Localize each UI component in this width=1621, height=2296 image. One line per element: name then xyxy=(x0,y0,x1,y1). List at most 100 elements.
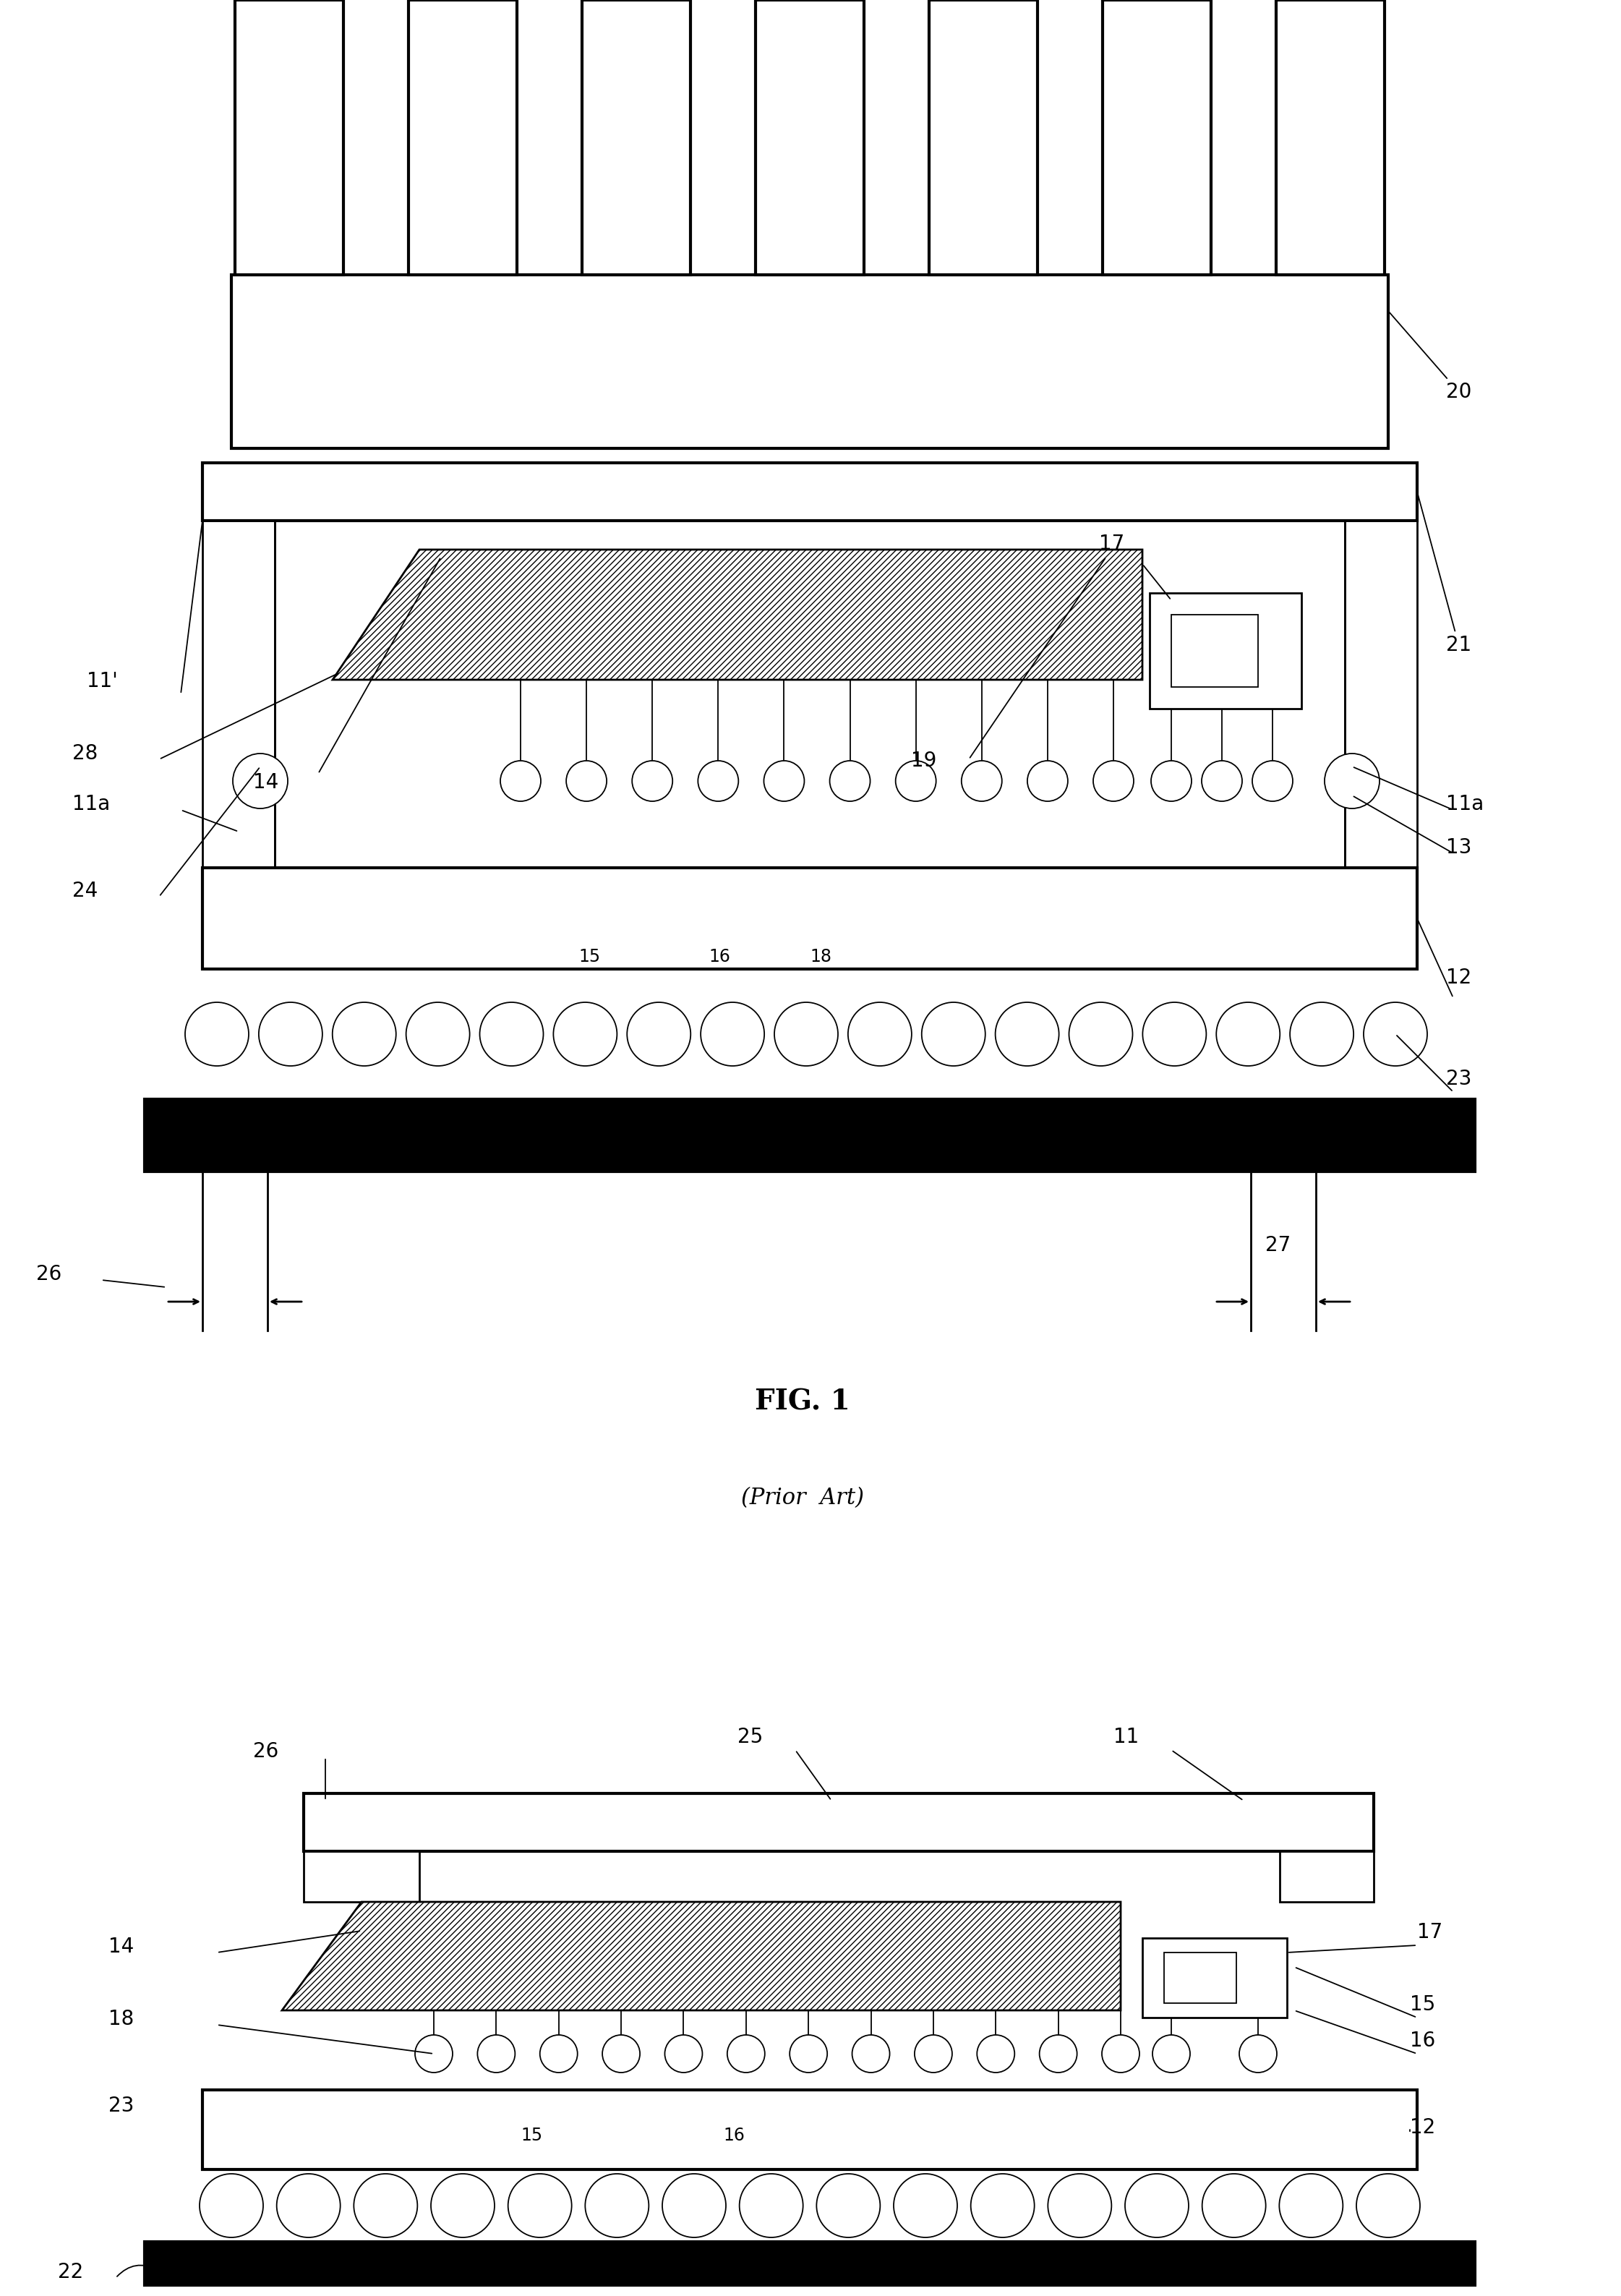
Circle shape xyxy=(431,2174,494,2236)
Polygon shape xyxy=(282,1901,1120,2011)
Text: 12: 12 xyxy=(1446,967,1472,987)
Circle shape xyxy=(699,760,739,801)
Circle shape xyxy=(1203,2174,1266,2236)
Circle shape xyxy=(1028,760,1068,801)
Circle shape xyxy=(415,2034,452,2073)
Text: 17: 17 xyxy=(1099,533,1125,553)
Text: 15: 15 xyxy=(579,948,600,964)
Circle shape xyxy=(775,1003,838,1065)
Circle shape xyxy=(1102,2034,1140,2073)
Bar xyxy=(755,0,864,276)
Circle shape xyxy=(553,1003,618,1065)
Text: 11': 11' xyxy=(88,670,118,691)
Bar xyxy=(144,1100,1475,1171)
Circle shape xyxy=(848,1003,911,1065)
Circle shape xyxy=(789,2034,827,2073)
Circle shape xyxy=(1279,2174,1342,2236)
Circle shape xyxy=(1290,1003,1354,1065)
Circle shape xyxy=(763,760,804,801)
Circle shape xyxy=(501,760,541,801)
Bar xyxy=(1102,0,1211,276)
Circle shape xyxy=(830,760,870,801)
Text: 26: 26 xyxy=(36,1265,62,1283)
Text: 25: 25 xyxy=(738,1727,763,1747)
Bar xyxy=(1164,1952,1237,2002)
Circle shape xyxy=(961,760,1002,801)
Circle shape xyxy=(233,753,289,808)
Text: (Prior  Art): (Prior Art) xyxy=(741,1488,864,1508)
Circle shape xyxy=(603,2034,640,2073)
Circle shape xyxy=(1068,1003,1133,1065)
Circle shape xyxy=(627,1003,691,1065)
Text: 18: 18 xyxy=(810,948,832,964)
Circle shape xyxy=(663,2174,726,2236)
Circle shape xyxy=(1363,1003,1426,1065)
Text: 26: 26 xyxy=(253,1740,279,1761)
Bar xyxy=(303,1851,420,1901)
Bar xyxy=(1143,1938,1287,2018)
Circle shape xyxy=(540,2034,577,2073)
Bar xyxy=(203,521,274,868)
Circle shape xyxy=(353,2174,418,2236)
Circle shape xyxy=(480,1003,543,1065)
Bar xyxy=(1345,521,1417,868)
Circle shape xyxy=(1357,2174,1420,2236)
Circle shape xyxy=(1253,760,1294,801)
Circle shape xyxy=(1039,2034,1076,2073)
Bar xyxy=(303,1793,1373,1851)
Text: 11: 11 xyxy=(1114,1727,1140,1747)
Text: 17: 17 xyxy=(1417,1922,1443,1942)
Circle shape xyxy=(199,2174,263,2236)
Text: FIG. 1: FIG. 1 xyxy=(755,1389,849,1417)
Circle shape xyxy=(971,2174,1034,2236)
Text: 28: 28 xyxy=(73,744,97,765)
Text: 16: 16 xyxy=(1410,2030,1435,2050)
Circle shape xyxy=(1093,760,1133,801)
Circle shape xyxy=(1216,1003,1281,1065)
Circle shape xyxy=(585,2174,648,2236)
Circle shape xyxy=(895,760,935,801)
Bar xyxy=(232,276,1388,448)
Circle shape xyxy=(507,2174,572,2236)
Bar xyxy=(1172,615,1258,687)
Text: 22: 22 xyxy=(1446,1155,1472,1176)
Text: 14: 14 xyxy=(253,771,279,792)
Circle shape xyxy=(1151,760,1191,801)
Circle shape xyxy=(277,2174,340,2236)
Text: 16: 16 xyxy=(723,2126,744,2144)
Circle shape xyxy=(632,760,673,801)
Bar xyxy=(203,2089,1417,2170)
Text: 16: 16 xyxy=(708,948,729,964)
Polygon shape xyxy=(332,549,1143,680)
Text: 23: 23 xyxy=(1446,1070,1472,1088)
Text: 11a: 11a xyxy=(73,794,110,815)
Text: 20: 20 xyxy=(1389,312,1472,402)
Text: 24: 24 xyxy=(73,882,97,900)
Text: 23: 23 xyxy=(109,2096,135,2117)
Text: 13: 13 xyxy=(1446,838,1472,859)
Bar xyxy=(203,868,1417,969)
Circle shape xyxy=(739,2174,802,2236)
Circle shape xyxy=(665,2034,702,2073)
Text: 12: 12 xyxy=(1410,2117,1435,2138)
Text: 19: 19 xyxy=(911,751,937,771)
Circle shape xyxy=(566,760,606,801)
Circle shape xyxy=(995,1003,1059,1065)
Text: 22: 22 xyxy=(58,2262,83,2282)
Circle shape xyxy=(1324,753,1379,808)
Circle shape xyxy=(1047,2174,1112,2236)
Bar xyxy=(582,0,691,276)
Circle shape xyxy=(407,1003,470,1065)
Circle shape xyxy=(728,2034,765,2073)
Bar xyxy=(1149,592,1302,709)
Circle shape xyxy=(914,2034,952,2073)
Text: 15: 15 xyxy=(520,2126,543,2144)
Circle shape xyxy=(1125,2174,1188,2236)
Bar xyxy=(408,0,517,276)
Circle shape xyxy=(893,2174,958,2236)
Circle shape xyxy=(1201,760,1242,801)
Circle shape xyxy=(1143,1003,1206,1065)
Text: 21: 21 xyxy=(1418,494,1472,654)
Bar xyxy=(235,0,344,276)
Bar xyxy=(144,2241,1475,2285)
